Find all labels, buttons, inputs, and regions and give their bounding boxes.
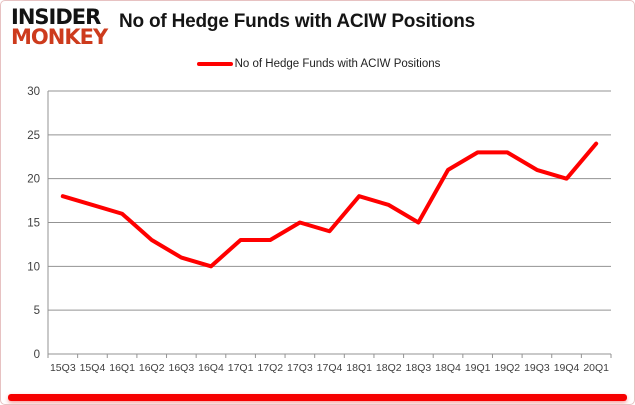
insider-monkey-logo: INSIDER MONKEY [11, 5, 108, 49]
x-tick-label: 17Q1 [228, 362, 254, 374]
line-chart: 0 5 10 15 20 25 30 15Q3 15Q4 16Q1 16Q2 16Q3 16Q4 17Q1… [27, 86, 612, 374]
x-tick-label: 15Q3 [50, 362, 76, 374]
x-tick-label: 20Q1 [583, 362, 609, 374]
x-tick-label: 19Q4 [554, 362, 580, 374]
y-tick-label: 20 [27, 174, 40, 186]
y-tick-label: 0 [34, 349, 40, 361]
logo-insider-text: INSIDER [11, 5, 101, 29]
bottom-accent-bar [8, 394, 627, 401]
series-line [60, 141, 599, 269]
x-tick-label: 17Q2 [257, 362, 283, 374]
x-tick-label: 19Q2 [494, 362, 520, 374]
x-tick-label: 19Q3 [524, 362, 550, 374]
x-tick-label: 16Q3 [168, 362, 194, 374]
legend-line-swatch [196, 62, 233, 66]
x-tick-label: 18Q4 [435, 362, 461, 374]
y-tick-label: 25 [27, 130, 40, 142]
y-tick-label: 10 [27, 261, 40, 273]
x-tick-label: 17Q4 [317, 362, 343, 374]
x-tick-label: 16Q2 [139, 362, 165, 374]
logo-monkey-text: MONKEY [11, 24, 108, 49]
x-tick-label: 16Q4 [198, 362, 224, 374]
x-tick-label: 18Q1 [346, 362, 372, 374]
legend: No of Hedge Funds with ACIW Positions [1, 58, 634, 70]
legend-label: No of Hedge Funds with ACIW Positions [234, 58, 441, 70]
y-tick-label: 15 [27, 218, 40, 230]
chart-title: No of Hedge Funds with ACIW Positions [119, 11, 476, 32]
x-tick-label: 16Q1 [109, 362, 135, 374]
x-tick-label: 17Q3 [287, 362, 313, 374]
y-tick-label: 5 [34, 305, 40, 317]
x-tick-label: 15Q4 [80, 362, 106, 374]
x-tick-label: 18Q2 [376, 362, 402, 374]
x-tick-label: 19Q1 [465, 362, 491, 374]
x-tick-label: 18Q3 [406, 362, 432, 374]
y-tick-label: 30 [27, 86, 40, 98]
